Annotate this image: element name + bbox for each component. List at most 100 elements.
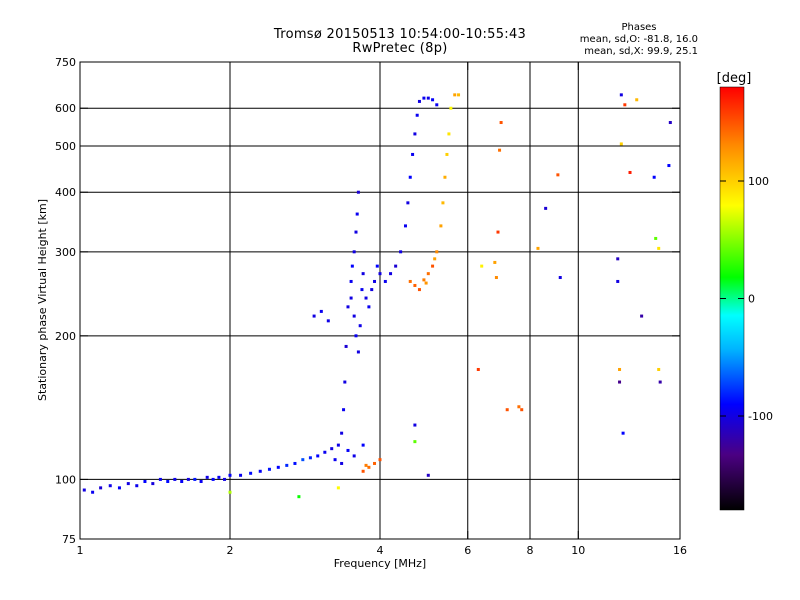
colorbar-label: [deg] (717, 71, 752, 86)
data-point (453, 93, 457, 97)
grid-lines (80, 62, 680, 539)
data-point (536, 246, 540, 250)
data-point (249, 471, 253, 475)
data-point (117, 486, 121, 490)
data-point (346, 448, 350, 452)
data-point (426, 272, 430, 276)
data-point (276, 465, 280, 469)
data-point (354, 230, 358, 234)
data-point (340, 431, 344, 435)
data-point (408, 175, 412, 179)
data-point (424, 281, 428, 285)
data-point (356, 190, 360, 194)
data-point (228, 490, 232, 494)
data-point (330, 447, 334, 451)
data-point (422, 96, 426, 100)
colorbar-tick-label: -100 (748, 410, 773, 423)
data-point (308, 456, 312, 460)
data-point (411, 152, 415, 156)
data-point (82, 488, 86, 492)
data-point (556, 173, 560, 177)
data-point (373, 279, 377, 283)
y-axis-label: Stationary phase Virtual Height [km] (36, 199, 49, 401)
data-point (267, 467, 271, 471)
y-tick-label: 600 (55, 102, 76, 115)
data-point (370, 288, 374, 292)
chart-title: Tromsø 20150513 10:54:00-10:55:43 (273, 27, 527, 42)
data-point (151, 482, 155, 486)
y-tick-label: 200 (55, 330, 76, 343)
data-point (312, 314, 316, 318)
y-tick-label: 75 (62, 533, 76, 546)
data-point (350, 264, 354, 268)
phase-stats-title: Phases (621, 22, 657, 33)
x-tick-label: 6 (464, 544, 471, 557)
data-point (349, 279, 353, 283)
data-point (223, 477, 227, 481)
data-point (367, 305, 371, 309)
data-point (319, 309, 323, 313)
data-point (635, 98, 639, 102)
data-point (640, 314, 644, 318)
data-point (422, 278, 426, 282)
data-point (616, 279, 620, 283)
data-point (431, 264, 435, 268)
data-point (333, 458, 337, 462)
y-tick-label: 400 (55, 186, 76, 199)
data-point (667, 164, 671, 168)
data-point (349, 296, 353, 300)
data-point (336, 443, 340, 447)
x-tick-label: 16 (673, 544, 687, 557)
data-point (91, 490, 95, 494)
data-point (443, 175, 447, 179)
data-point (623, 103, 627, 107)
chart-subtitle: RwPretec (8p) (352, 41, 448, 56)
data-point (211, 477, 215, 481)
phase-stats: Phases mean, sd,O: -81.8, 16.0 mean, sd,… (560, 22, 698, 58)
data-point (494, 276, 498, 280)
data-point (520, 408, 524, 412)
data-point (375, 264, 379, 268)
data-point (618, 380, 622, 384)
data-point (316, 454, 320, 458)
data-point (435, 103, 439, 107)
phase-stats-x-mode: mean, sd,X: 99.9, 25.1 (584, 46, 698, 57)
data-point (378, 458, 382, 462)
data-point (344, 344, 348, 348)
data-point (439, 224, 443, 228)
y-tick-label: 300 (55, 246, 76, 259)
data-point (356, 350, 360, 354)
data-point (99, 486, 103, 490)
data-point (186, 477, 190, 481)
data-point (383, 279, 387, 283)
data-point (228, 473, 232, 477)
data-point (355, 212, 359, 216)
data-point (354, 334, 358, 338)
x-tick-label: 2 (227, 544, 234, 557)
data-point (358, 324, 362, 328)
x-axis-label: Frequency [MHz] (334, 557, 426, 570)
data-point (517, 405, 521, 409)
data-point (413, 440, 417, 444)
data-point (658, 380, 662, 384)
colorbar-ticks: 100 0 -100 (720, 175, 773, 423)
data-point (499, 121, 503, 125)
x-tick-label: 1 (77, 544, 84, 557)
data-point (652, 175, 656, 179)
data-point (406, 201, 410, 205)
data-point (426, 473, 430, 477)
data-point (668, 121, 672, 125)
data-point (361, 443, 365, 447)
data-point (480, 264, 484, 268)
data-point (258, 469, 262, 473)
data-point (360, 288, 364, 292)
data-point (336, 486, 340, 490)
data-points (82, 93, 672, 499)
data-point (449, 106, 453, 110)
data-point (323, 450, 327, 454)
data-point (297, 495, 301, 499)
data-point (654, 236, 658, 240)
data-point (413, 423, 417, 427)
data-point (544, 206, 548, 210)
x-tick-label: 10 (571, 544, 585, 557)
